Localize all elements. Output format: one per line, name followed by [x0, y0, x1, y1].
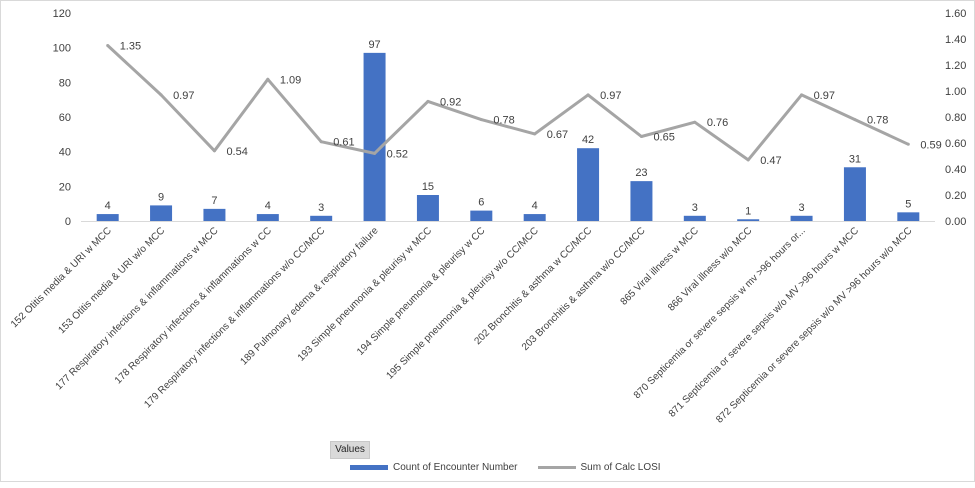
x-category-label: 153 Otitis media & URI w/o MCC	[56, 225, 167, 336]
bar-data-label: 4	[532, 200, 538, 212]
y-left-tick-label: 80	[59, 77, 71, 89]
line-data-label: 0.65	[653, 132, 674, 144]
y-left-tick-label: 0	[65, 216, 71, 228]
bar-data-label: 3	[318, 202, 324, 214]
bar	[630, 181, 653, 221]
y-left-tick-label: 40	[59, 147, 71, 159]
line-data-label: 0.67	[547, 129, 568, 141]
bar-data-label: 9	[158, 191, 164, 203]
line-data-label: 0.52	[387, 148, 408, 160]
bar	[363, 52, 386, 221]
line-data-label: 0.47	[760, 155, 781, 167]
bar-data-label: 3	[692, 202, 698, 214]
line-data-label: 0.97	[600, 90, 621, 102]
bar-data-label: 7	[211, 195, 217, 207]
x-category-label: 202 Bronchitis & asthma w CC/MCC	[472, 225, 594, 347]
legend-item-losi: Sum of Calc LOSI	[537, 462, 661, 473]
line-point	[159, 93, 163, 97]
y-right-tick-label: 1.20	[945, 60, 966, 72]
line-point	[212, 149, 216, 153]
line-point	[106, 44, 110, 47]
line-data-label: 0.97	[173, 90, 194, 102]
y-right-tick-label: 0.40	[945, 164, 966, 176]
legend-label-count: Count of Encounter Number	[393, 462, 518, 473]
y-left-tick-label: 20	[59, 181, 71, 193]
line-data-label: 0.97	[814, 90, 835, 102]
bar	[523, 214, 546, 221]
line-point	[373, 151, 377, 155]
bar-data-label: 15	[422, 181, 434, 193]
bar-data-label: 5	[905, 198, 911, 210]
line-data-label: 0.78	[493, 115, 514, 127]
bar-data-label: 6	[478, 197, 484, 209]
y-right-tick-label: 0.60	[945, 138, 966, 150]
bar	[790, 215, 813, 221]
line-point	[586, 93, 590, 97]
bar	[256, 214, 279, 221]
bar	[843, 167, 866, 221]
line-point	[426, 99, 430, 103]
line-point	[746, 158, 750, 162]
line-data-label: 0.54	[226, 146, 247, 158]
y-right-tick-label: 1.00	[945, 86, 966, 98]
x-category-label: 871 Septicemia or severe sepsis w/o MV >…	[667, 225, 861, 419]
line-point	[800, 93, 804, 97]
legend-item-count: Count of Encounter Number	[350, 462, 518, 473]
bar	[416, 195, 439, 221]
pivot-values-field-button[interactable]: Values	[330, 441, 370, 459]
y-left-tick-label: 120	[53, 8, 71, 20]
y-left-tick-label: 100	[53, 43, 71, 55]
bar	[737, 219, 760, 221]
x-category-label: 872 Septicemia or severe sepsis w/o MV >…	[714, 225, 914, 425]
legend-line-swatch	[537, 466, 576, 469]
bar-data-label: 4	[105, 200, 111, 212]
y-right-tick-label: 1.40	[945, 34, 966, 46]
bar	[150, 205, 173, 221]
line-data-label: 1.09	[280, 74, 301, 86]
line-data-label: 0.78	[867, 115, 888, 127]
bar	[96, 214, 119, 221]
y-right-tick-label: 1.60	[945, 8, 966, 20]
bar-data-label: 3	[799, 202, 805, 214]
bar-data-label: 1	[745, 205, 751, 217]
line-series	[106, 44, 909, 162]
bar	[577, 148, 600, 221]
chart-legend: Count of Encounter Number Sum of Calc LO…	[350, 462, 661, 473]
line-point	[479, 118, 483, 122]
line-point	[906, 142, 910, 146]
y-left-tick-label: 60	[59, 112, 71, 124]
line-point	[693, 120, 697, 124]
line-point	[639, 135, 643, 138]
line-data-label: 0.92	[440, 96, 461, 108]
line-data-label: 0.76	[707, 117, 728, 129]
line-data-label: 0.61	[333, 137, 354, 149]
y-right-tick-label: 0.20	[945, 190, 966, 202]
bar	[470, 210, 493, 221]
line-point	[853, 118, 857, 122]
line-point	[533, 132, 537, 136]
y-right-tick-label: 0.80	[945, 112, 966, 124]
bar-data-label: 23	[635, 167, 647, 179]
line-data-label: 0.59	[920, 139, 941, 151]
legend-bar-swatch	[350, 465, 388, 470]
line-point	[266, 77, 270, 81]
bar-data-label: 42	[582, 134, 594, 146]
x-category-label: 179 Respiratory infections & inflammatio…	[142, 225, 327, 410]
bar	[203, 208, 226, 221]
line-data-label: 1.35	[120, 41, 141, 53]
bar	[897, 212, 920, 221]
bar-data-label: 97	[368, 39, 380, 51]
line-point	[319, 140, 323, 144]
bar	[683, 215, 706, 221]
bar-data-label: 31	[849, 153, 861, 165]
bar	[310, 215, 333, 221]
y-right-tick-label: 0.00	[945, 216, 966, 228]
x-category-label: 152 Otitis media & URI w MCC	[9, 225, 114, 330]
bar-data-label: 4	[265, 200, 271, 212]
legend-label-losi: Sum of Calc LOSI	[580, 462, 661, 473]
